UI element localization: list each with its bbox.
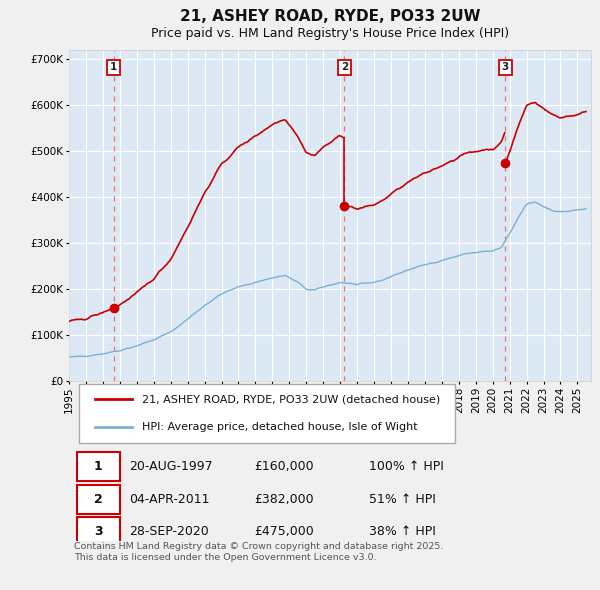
FancyBboxPatch shape [77, 452, 119, 481]
Text: £160,000: £160,000 [254, 460, 314, 473]
Text: 04-APR-2011: 04-APR-2011 [129, 493, 209, 506]
FancyBboxPatch shape [79, 384, 455, 442]
Text: 3: 3 [502, 63, 509, 73]
Text: 2: 2 [341, 63, 348, 73]
Text: 1: 1 [110, 63, 118, 73]
FancyBboxPatch shape [77, 484, 119, 513]
Text: 100% ↑ HPI: 100% ↑ HPI [369, 460, 444, 473]
Text: 21, ASHEY ROAD, RYDE, PO33 2UW (detached house): 21, ASHEY ROAD, RYDE, PO33 2UW (detached… [142, 394, 440, 404]
Text: £475,000: £475,000 [254, 525, 314, 538]
Text: Contains HM Land Registry data © Crown copyright and database right 2025.
This d: Contains HM Land Registry data © Crown c… [74, 542, 443, 562]
Text: £382,000: £382,000 [254, 493, 314, 506]
FancyBboxPatch shape [77, 517, 119, 546]
Text: 1: 1 [94, 460, 103, 473]
Text: 21, ASHEY ROAD, RYDE, PO33 2UW: 21, ASHEY ROAD, RYDE, PO33 2UW [180, 9, 480, 24]
Text: 51% ↑ HPI: 51% ↑ HPI [369, 493, 436, 506]
Text: 2: 2 [94, 493, 103, 506]
Text: 20-AUG-1997: 20-AUG-1997 [129, 460, 212, 473]
Text: 3: 3 [94, 525, 103, 538]
Text: 28-SEP-2020: 28-SEP-2020 [129, 525, 209, 538]
Text: HPI: Average price, detached house, Isle of Wight: HPI: Average price, detached house, Isle… [142, 422, 418, 432]
Text: Price paid vs. HM Land Registry's House Price Index (HPI): Price paid vs. HM Land Registry's House … [151, 27, 509, 40]
Text: 38% ↑ HPI: 38% ↑ HPI [369, 525, 436, 538]
